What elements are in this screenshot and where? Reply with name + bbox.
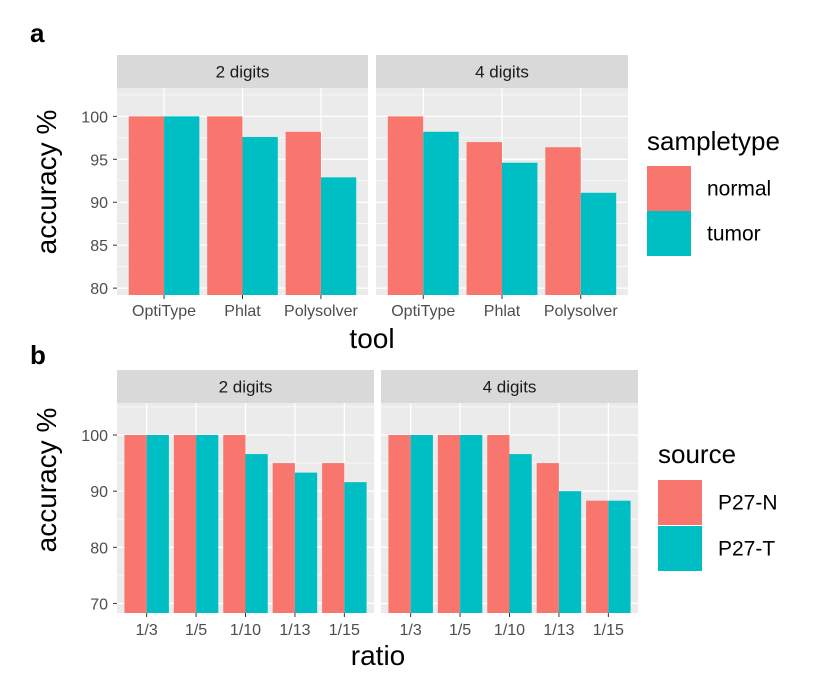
bar-P27-T-1/10 xyxy=(245,454,268,613)
y-tick-label: 85 xyxy=(90,238,108,255)
x-tick-label: Polysolver xyxy=(544,303,618,320)
y-tick-label: 100 xyxy=(81,109,108,126)
x-tick-label: 1/5 xyxy=(449,622,471,639)
y-tick-label: 80 xyxy=(90,540,108,557)
x-tick-label: OptiType xyxy=(132,303,196,320)
facet-strip xyxy=(117,370,374,403)
bar-P27-N-1/15 xyxy=(586,500,609,613)
bar-normal-Polysolver xyxy=(285,131,321,295)
y-tick-label: 90 xyxy=(90,195,108,212)
bar-tumor-OptiType xyxy=(164,116,200,296)
bar-P27-T-1/15 xyxy=(608,500,631,613)
bar-normal-OptiType xyxy=(128,116,165,296)
bar-normal-Phlat xyxy=(466,142,502,295)
y-tick-label: 100 xyxy=(81,428,108,445)
y-axis-title: accuracy % xyxy=(31,110,62,255)
x-tick-label: Polysolver xyxy=(284,303,358,320)
y-tick-label: 95 xyxy=(90,152,108,169)
x-tick-label: 1/13 xyxy=(279,622,310,639)
legend-label-tumor: tumor xyxy=(707,223,761,246)
legend-label-normal: normal xyxy=(707,178,771,201)
bar-P27-T-1/13 xyxy=(558,491,582,613)
y-tick-label: 80 xyxy=(90,281,108,298)
bar-normal-Polysolver xyxy=(545,147,581,295)
bar-tumor-Phlat xyxy=(502,162,538,295)
legend-key-tumor xyxy=(647,211,691,256)
x-axis-title: ratio xyxy=(351,640,405,671)
x-tick-label: 1/15 xyxy=(329,622,360,639)
bar-P27-N-1/10 xyxy=(223,435,246,613)
x-tick-label: Phlat xyxy=(224,303,261,320)
legend-key-P27-N xyxy=(658,480,702,525)
panel-label: b xyxy=(30,340,46,370)
x-tick-label: 1/13 xyxy=(543,622,574,639)
bar-P27-N-1/13 xyxy=(272,463,295,613)
legend-label-P27-N: P27-N xyxy=(718,492,778,515)
bar-P27-T-1/15 xyxy=(344,482,367,613)
bar-P27-N-1/13 xyxy=(536,463,559,613)
facet-strip xyxy=(117,55,368,88)
legend-key-normal xyxy=(647,166,691,211)
bar-P27-T-1/5 xyxy=(196,435,219,613)
bar-P27-T-1/3 xyxy=(410,435,433,613)
bar-P27-N-1/5 xyxy=(173,435,197,613)
facet-strip-label: 4 digits xyxy=(475,63,529,82)
panel-label: a xyxy=(30,18,45,48)
bar-P27-N-1/5 xyxy=(437,435,461,613)
bar-P27-T-1/13 xyxy=(294,472,318,613)
bar-tumor-Polysolver xyxy=(320,177,357,295)
x-tick-label: 1/15 xyxy=(593,622,624,639)
x-tick-label: 1/3 xyxy=(400,622,422,639)
legend-title: sampletype xyxy=(647,126,780,156)
x-axis-title: tool xyxy=(349,323,394,354)
x-tick-label: 1/3 xyxy=(136,622,158,639)
facet-strip xyxy=(376,55,628,88)
y-tick-label: 90 xyxy=(90,484,108,501)
y-tick-label: 70 xyxy=(90,596,108,613)
x-tick-label: Phlat xyxy=(484,303,521,320)
bar-P27-N-1/15 xyxy=(322,463,345,613)
facet-strip-label: 4 digits xyxy=(483,378,537,397)
y-axis-title: accuracy % xyxy=(31,408,62,553)
bar-P27-N-1/3 xyxy=(388,435,411,613)
legend-key-P27-T xyxy=(658,526,702,571)
x-tick-label: 1/10 xyxy=(494,622,525,639)
x-tick-label: 1/10 xyxy=(230,622,261,639)
bar-normal-OptiType xyxy=(387,116,424,296)
bar-tumor-Polysolver xyxy=(580,192,617,295)
bar-P27-N-1/10 xyxy=(487,435,510,613)
bar-tumor-OptiType xyxy=(423,131,459,295)
legend-title: source xyxy=(658,439,736,469)
facet-strip-label: 2 digits xyxy=(216,63,270,82)
x-tick-label: OptiType xyxy=(391,303,455,320)
legend-label-P27-T: P27-T xyxy=(718,538,775,561)
bar-P27-N-1/3 xyxy=(124,435,147,613)
facet-strip xyxy=(381,370,638,403)
bar-normal-Phlat xyxy=(207,116,243,296)
bar-tumor-Phlat xyxy=(242,136,278,295)
bar-P27-T-1/10 xyxy=(509,454,532,613)
bar-P27-T-1/5 xyxy=(460,435,483,613)
facet-strip-label: 2 digits xyxy=(219,378,273,397)
bar-P27-T-1/3 xyxy=(146,435,169,613)
x-tick-label: 1/5 xyxy=(185,622,207,639)
